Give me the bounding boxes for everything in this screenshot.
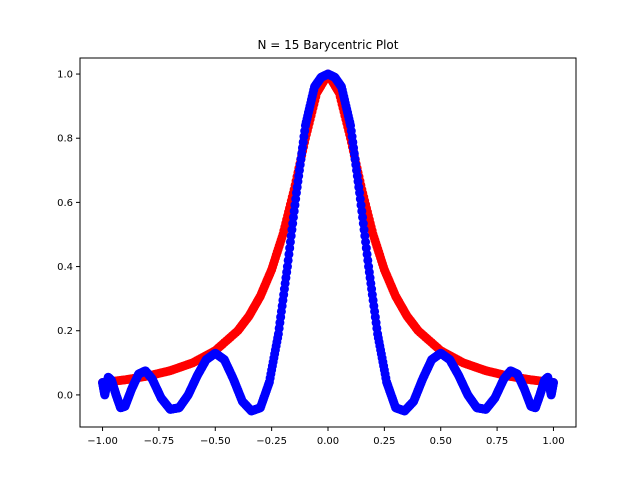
x-tick-label: 0.75: [486, 436, 508, 447]
x-tick-label: 1.00: [542, 436, 564, 447]
x-tick-label: 0.00: [317, 436, 339, 447]
data-point: [548, 378, 558, 388]
x-tick-label: −0.75: [144, 436, 175, 447]
y-axis: 0.0 0.2 0.4 0.6 0.8 1.0: [57, 70, 80, 401]
x-tick-label: −1.00: [87, 436, 118, 447]
x-tick-label: 0.25: [373, 436, 395, 447]
series-0: [98, 69, 558, 388]
y-tick-label: 0.0: [57, 390, 73, 401]
plot-area: [79, 57, 577, 428]
series-1: [98, 69, 558, 416]
x-axis: −1.00 −0.75 −0.50 −0.25 0.00 0.25 0.50 0.75 1.00: [87, 427, 565, 447]
x-tick-label: −0.50: [200, 436, 231, 447]
y-tick-label: 0.6: [57, 198, 73, 209]
y-tick-label: 0.4: [57, 262, 73, 273]
series-layer: [98, 69, 558, 416]
x-tick-label: 0.50: [430, 436, 452, 447]
y-tick-label: 1.0: [57, 70, 73, 81]
y-tick-label: 0.2: [57, 326, 73, 337]
x-tick-label: −0.25: [256, 436, 287, 447]
chart-title: N = 15 Barycentric Plot: [258, 38, 399, 52]
y-tick-label: 0.8: [57, 134, 73, 145]
